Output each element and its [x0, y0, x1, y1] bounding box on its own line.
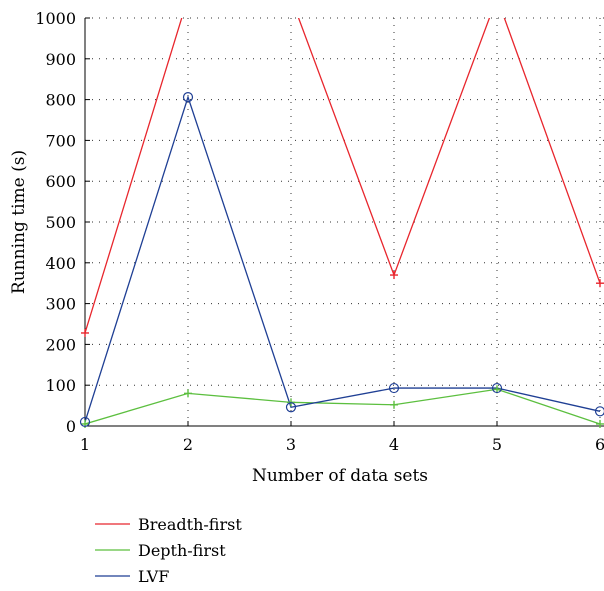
- x-tick-label: 5: [492, 435, 502, 454]
- legend-item: Depth-first: [95, 541, 226, 560]
- y-tick-label: 300: [45, 295, 76, 314]
- x-tick-label: 2: [183, 435, 193, 454]
- legend-item: LVF: [95, 567, 169, 586]
- series-line-depth-first: [85, 388, 601, 425]
- markers-group: [79, 92, 604, 428]
- y-tick-label: 900: [45, 50, 76, 69]
- y-tick-label: 100: [45, 376, 76, 395]
- data-point-lvf: [182, 92, 194, 103]
- data-point-lvf: [79, 416, 91, 428]
- data-point-lvf: [285, 402, 297, 413]
- data-point-depth-first: [390, 400, 398, 409]
- x-axis-title: Number of data sets: [252, 466, 428, 486]
- legend-label: LVF: [138, 567, 169, 586]
- y-tick-label: 600: [45, 172, 76, 191]
- data-point-breadth-first: [390, 271, 398, 280]
- legend: Breadth-first Depth-first LVF: [95, 515, 242, 586]
- y-tick-label: 200: [45, 335, 76, 354]
- x-tick-label: 3: [286, 435, 296, 454]
- axis-ticks: 0 100 200 300 400 500 600 700 800 900 1000 1 2 3 4 5 6: [35, 9, 604, 454]
- y-tick-label: 700: [45, 131, 76, 150]
- legend-label: Depth-first: [138, 541, 226, 560]
- y-axis-title: Running time (s): [9, 150, 29, 294]
- x-tick-label: 1: [80, 435, 90, 454]
- x-tick-label: 4: [389, 435, 399, 454]
- data-point-breadth-first: [596, 279, 604, 288]
- data-point-lvf: [491, 382, 503, 394]
- y-tick-label: 400: [45, 254, 76, 273]
- x-tick-label: 6: [595, 435, 604, 454]
- y-tick-label: 0: [66, 417, 76, 436]
- data-point-depth-first: [596, 419, 604, 428]
- legend-label: Breadth-first: [138, 515, 242, 534]
- legend-item: Breadth-first: [95, 515, 242, 534]
- data-point-lvf: [388, 382, 400, 394]
- y-tick-label: 800: [45, 91, 76, 110]
- series-group: [85, 18, 601, 425]
- series-line-breadth-first: [85, 18, 601, 334]
- data-point-breadth-first: [81, 328, 89, 337]
- y-tick-label: 500: [45, 213, 76, 232]
- y-tick-label: 1000: [35, 9, 76, 28]
- data-point-depth-first: [184, 389, 192, 398]
- data-point-lvf: [594, 406, 604, 417]
- series-line-lvf: [85, 95, 601, 423]
- data-point-depth-first: [493, 385, 501, 394]
